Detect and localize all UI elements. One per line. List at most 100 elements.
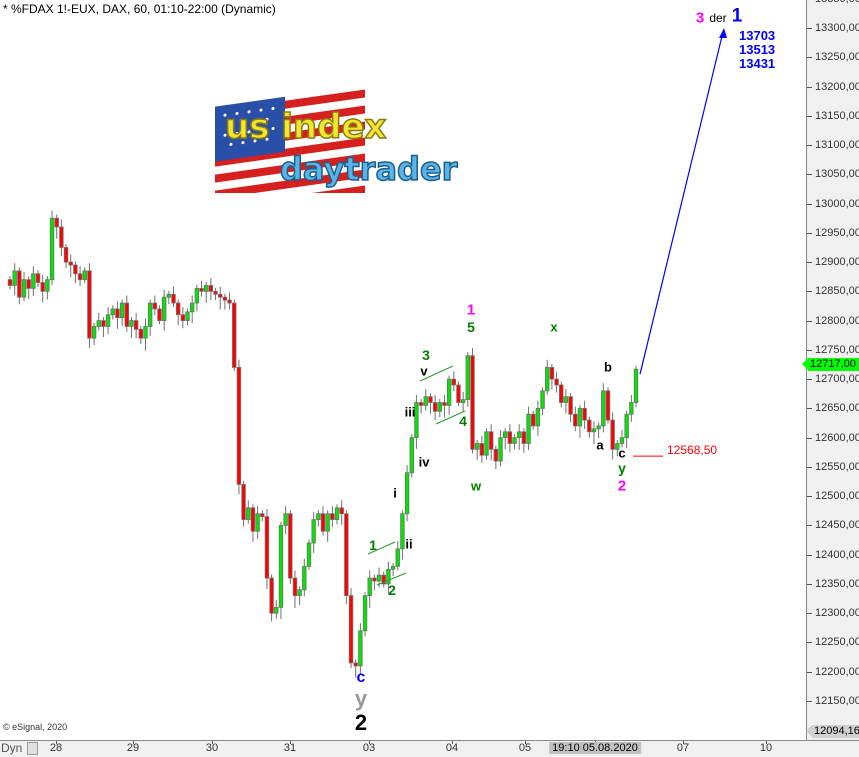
candle — [591, 428, 597, 433]
y-tick — [807, 525, 812, 527]
target-1: 13703 — [739, 28, 776, 43]
candle — [474, 443, 480, 450]
wave-label: y — [618, 460, 626, 476]
y-tick — [807, 437, 812, 439]
candle — [138, 328, 144, 339]
candle — [264, 516, 270, 579]
candle — [274, 606, 279, 614]
y-tick-label: 12250,00 — [815, 636, 859, 649]
target-list: 13703 13513 13431 — [739, 29, 775, 71]
candle — [554, 378, 559, 386]
candle — [54, 217, 59, 228]
candle — [465, 355, 471, 401]
candle — [531, 413, 536, 427]
candle — [283, 513, 288, 526]
candle — [568, 396, 573, 415]
x-tick — [56, 741, 57, 744]
candle — [414, 402, 419, 439]
current-price-badge: 12717,00 — [802, 358, 859, 371]
candle — [479, 443, 485, 456]
wave-label: iv — [418, 454, 430, 470]
y-tick — [807, 262, 812, 264]
candle — [330, 513, 335, 520]
candle — [194, 288, 200, 304]
candle — [629, 402, 634, 415]
candle — [227, 299, 232, 304]
candle — [339, 507, 344, 515]
candle — [376, 574, 382, 582]
candle — [21, 279, 27, 298]
candle — [400, 513, 405, 550]
candle — [45, 279, 50, 292]
candle — [493, 448, 499, 462]
candle — [124, 302, 129, 327]
y-tick-label: 12500,00 — [815, 490, 859, 503]
y-tick-label: 13200,00 — [815, 80, 859, 93]
candle — [418, 402, 424, 406]
candle — [105, 314, 111, 327]
candle — [292, 577, 298, 597]
candle — [189, 302, 195, 313]
candle — [549, 367, 555, 380]
axis-low-badge: 12094,16 — [806, 725, 859, 738]
x-tick-label: 10 — [759, 742, 773, 754]
wave-label: c — [356, 669, 366, 686]
y-tick — [807, 671, 812, 673]
x-tick — [452, 741, 453, 744]
y-tick-label: 13100,00 — [815, 139, 859, 152]
candle — [17, 270, 22, 298]
x-tick-label: 05 — [518, 742, 532, 754]
candle — [166, 293, 172, 298]
candle — [442, 402, 447, 406]
y-tick-label: 13300,00 — [815, 22, 859, 34]
candle — [49, 217, 55, 281]
candle — [119, 302, 125, 319]
wave-label: c — [618, 445, 626, 461]
candle — [306, 542, 312, 567]
candle — [101, 320, 106, 327]
candle — [573, 413, 578, 427]
candle — [26, 279, 31, 289]
candle — [545, 367, 550, 392]
y-tick — [807, 232, 812, 234]
y-tick — [807, 57, 812, 59]
y-tick — [807, 642, 812, 644]
candle — [587, 419, 592, 433]
dyn-label[interactable]: Dyn — [1, 741, 23, 755]
candle — [512, 437, 517, 444]
candle — [390, 565, 396, 570]
price-chart[interactable] — [0, 0, 806, 740]
wave-label: b — [604, 359, 612, 375]
y-tick-label: 12300,00 — [815, 607, 859, 620]
candle — [68, 261, 73, 266]
candle — [344, 513, 349, 597]
candle — [404, 472, 410, 515]
x-tick-label: 04 — [445, 742, 459, 754]
x-tick — [766, 741, 767, 744]
candle — [381, 574, 386, 585]
candle — [358, 630, 363, 667]
candle — [316, 513, 321, 520]
candle — [110, 308, 115, 316]
candle — [236, 367, 242, 485]
x-tick-label: 03 — [362, 742, 376, 754]
target-2: 13513 — [739, 42, 776, 57]
candle — [12, 270, 17, 286]
candle — [446, 378, 452, 406]
target-3: 13431 — [739, 56, 776, 71]
candle — [157, 308, 162, 321]
chart-title: * %FDAX 1!-EUX, DAX, 60, 01:10-22:00 (Dy… — [3, 2, 276, 16]
lock-icon[interactable] — [27, 742, 38, 755]
y-tick-label: 13150,00 — [815, 109, 859, 122]
candle — [133, 320, 139, 330]
wave-label: 3 — [422, 347, 430, 363]
candle — [395, 548, 400, 567]
candle — [372, 577, 377, 582]
time-axis[interactable]: Dyn 28 29 30 31 03 04 05 19:10 05.08.2020 07 10 — [0, 740, 859, 757]
y-tick-label: 12550,00 — [815, 460, 859, 473]
wave-label: 2 — [617, 477, 627, 495]
candle — [63, 247, 69, 263]
channel-line — [419, 365, 454, 382]
y-tick — [807, 86, 812, 88]
candle — [87, 270, 92, 339]
